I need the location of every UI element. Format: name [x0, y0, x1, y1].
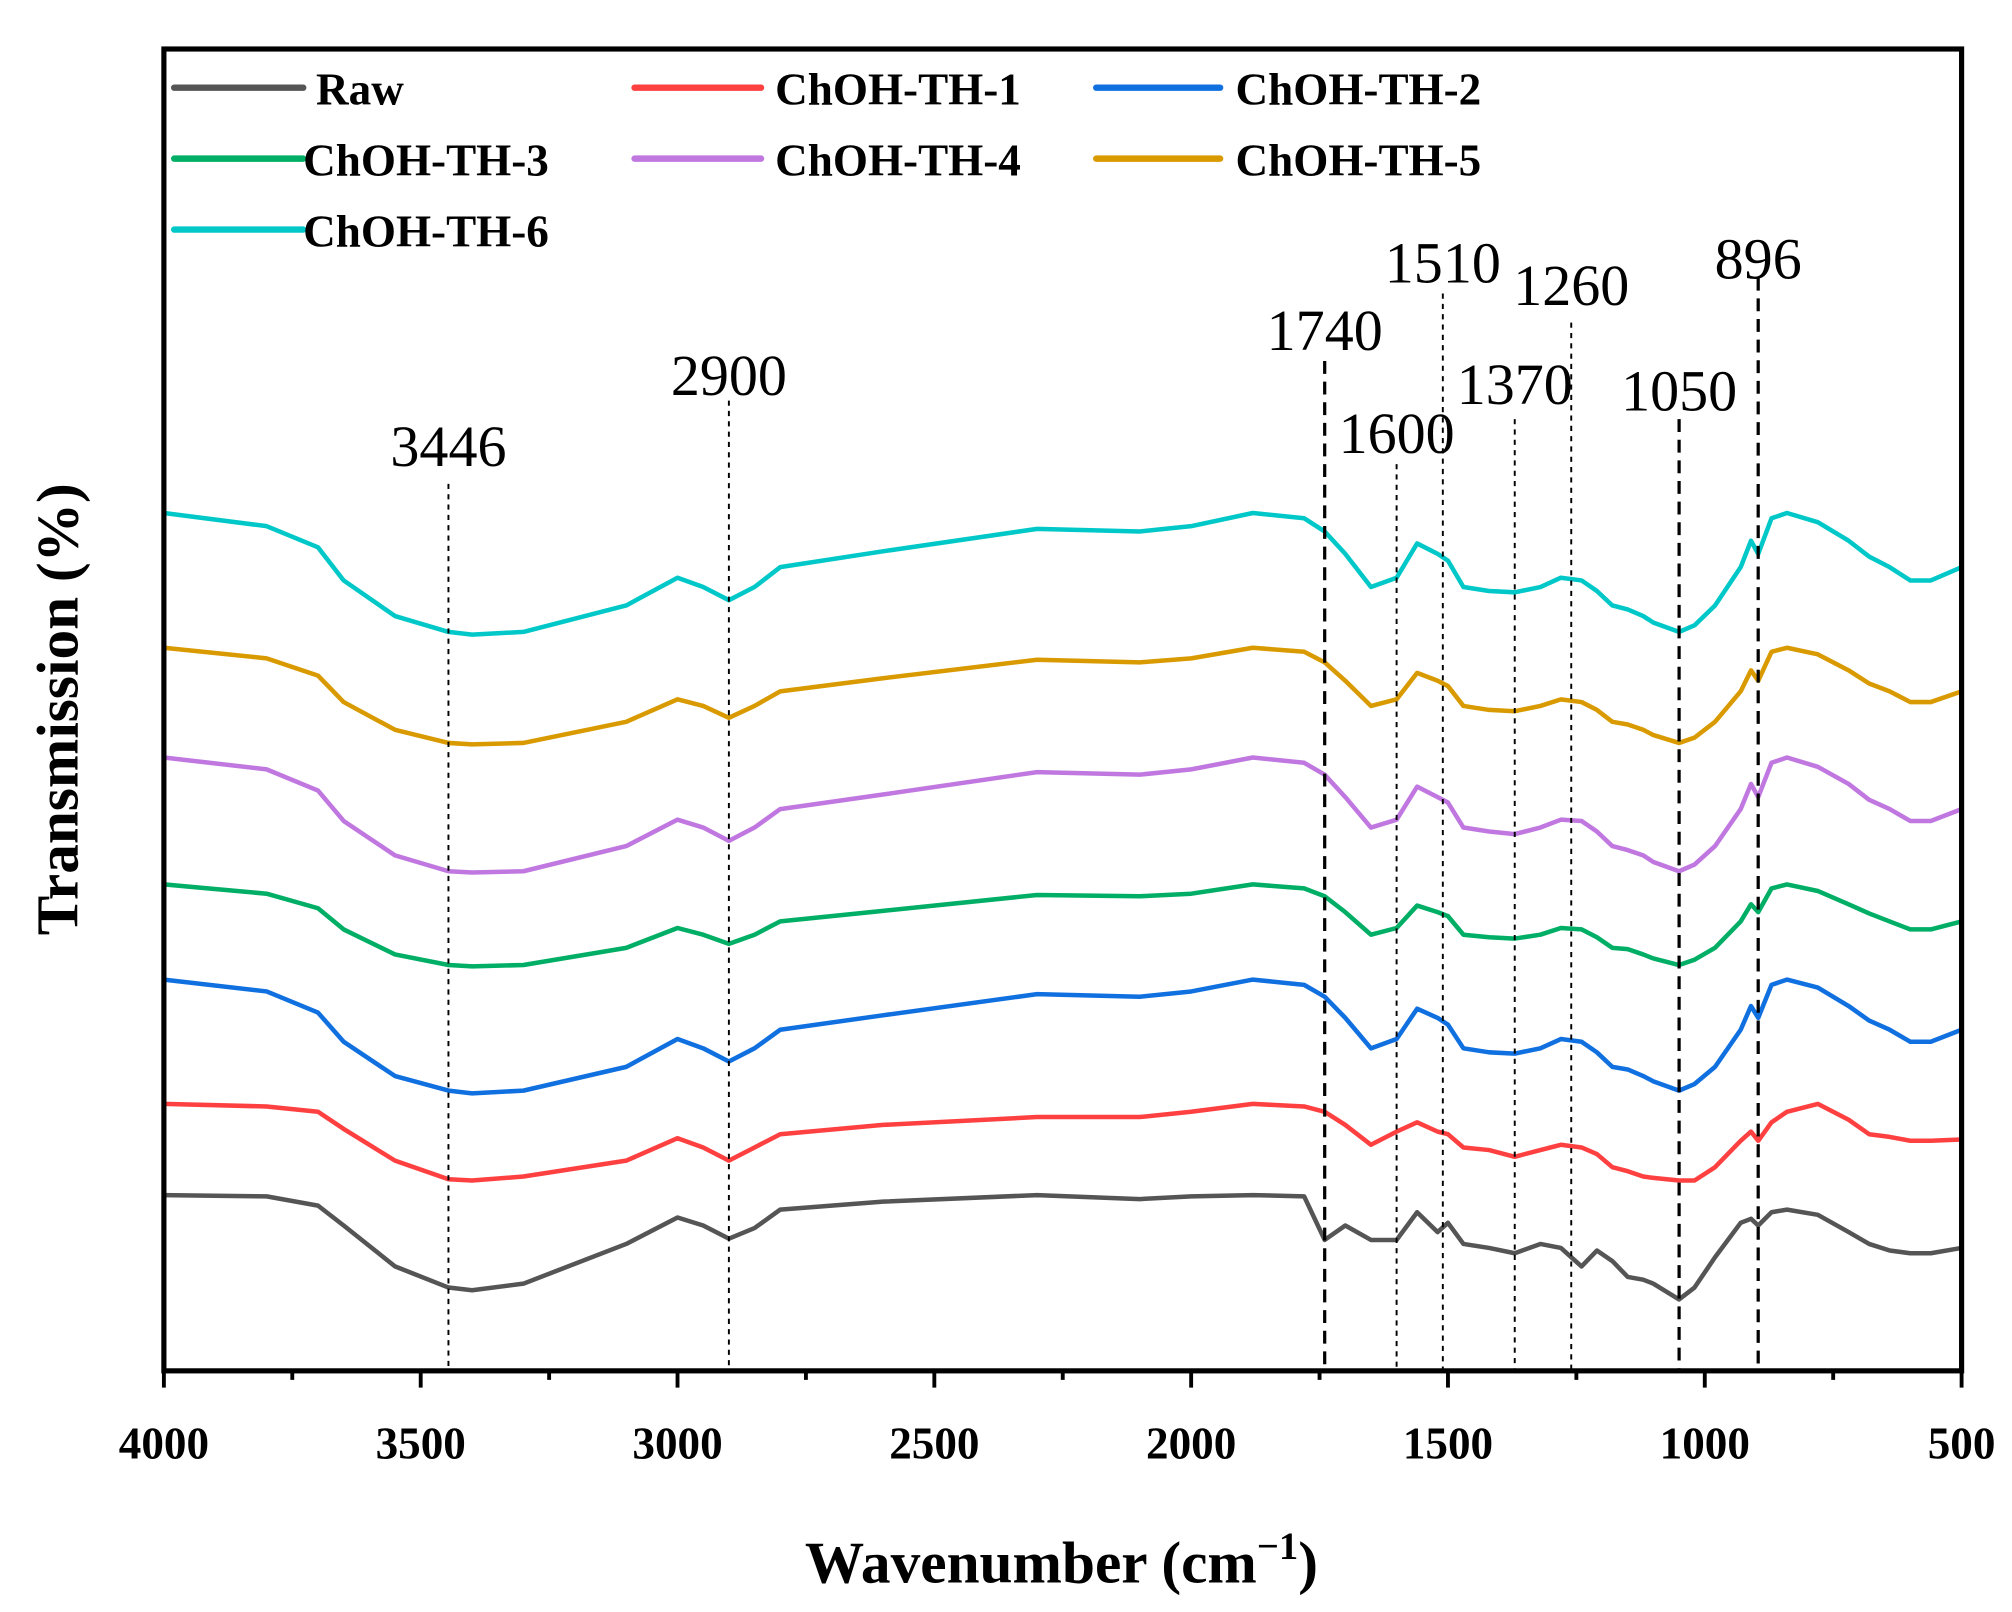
- x-ticks: 4000 3500 3000 2500 2000 1500 1000 500: [119, 1370, 1996, 1469]
- peak-label-1050: 1050: [1621, 359, 1737, 424]
- x-tick-label-3500: 3500: [376, 1419, 466, 1469]
- series-line-choh-th-6: [163, 510, 1963, 637]
- peak-label-1740: 1740: [1267, 298, 1383, 363]
- x-tick-label-2000: 2000: [1146, 1419, 1236, 1469]
- peak-label-1510: 1510: [1385, 230, 1501, 295]
- x-tick-label-2500: 2500: [889, 1419, 979, 1469]
- x-tick-label-4000: 4000: [119, 1419, 209, 1469]
- legend: Raw ChOH-TH-1 ChOH-TH-2 ChOH-TH-3 ChOH-T…: [170, 64, 1482, 256]
- series-line-choh-th-4: [163, 755, 1963, 875]
- peak-label-1370: 1370: [1457, 352, 1573, 417]
- legend-label-th1: ChOH-TH-1: [775, 64, 1021, 114]
- series-line-choh-th-2: [163, 977, 1963, 1096]
- x-tick-label-1000: 1000: [1660, 1419, 1750, 1469]
- x-tick-label-3000: 3000: [632, 1419, 722, 1469]
- legend-label-th5: ChOH-TH-5: [1236, 135, 1482, 185]
- x-axis-title-text: Wavenumber (cm: [805, 1529, 1257, 1595]
- series-layer: [163, 510, 1963, 1302]
- legend-label-th4: ChOH-TH-4: [775, 135, 1021, 185]
- peak-label-3446: 3446: [390, 414, 506, 479]
- legend-label-th2: ChOH-TH-2: [1236, 64, 1482, 114]
- peak-label-2900: 2900: [671, 343, 787, 408]
- peak-label-1600: 1600: [1339, 401, 1455, 466]
- x-axis-title-close: ): [1298, 1529, 1318, 1595]
- x-axis-title: Wavenumber (cm−1): [805, 1526, 1318, 1595]
- x-tick-label-500: 500: [1928, 1419, 1996, 1469]
- peak-label-1260: 1260: [1513, 253, 1629, 318]
- series-line-choh-th-1: [163, 1101, 1962, 1183]
- legend-label-th6: ChOH-TH-6: [303, 206, 549, 256]
- x-tick-label-1500: 1500: [1403, 1419, 1493, 1469]
- peak-label-896: 896: [1715, 226, 1802, 291]
- x-axis-title-sup: −1: [1257, 1526, 1298, 1568]
- legend-label-raw: Raw: [316, 64, 404, 114]
- series-line-raw: [163, 1192, 1962, 1302]
- legend-label-th3: ChOH-TH-3: [303, 135, 549, 185]
- y-axis-title: Transmission (%): [24, 483, 90, 935]
- series-line-choh-th-5: [163, 645, 1963, 747]
- series-line-choh-th-3: [163, 882, 1963, 969]
- annotation-layer: 3446 2900 1740 1600 1510 1370 1260 1050 896: [390, 226, 1802, 1371]
